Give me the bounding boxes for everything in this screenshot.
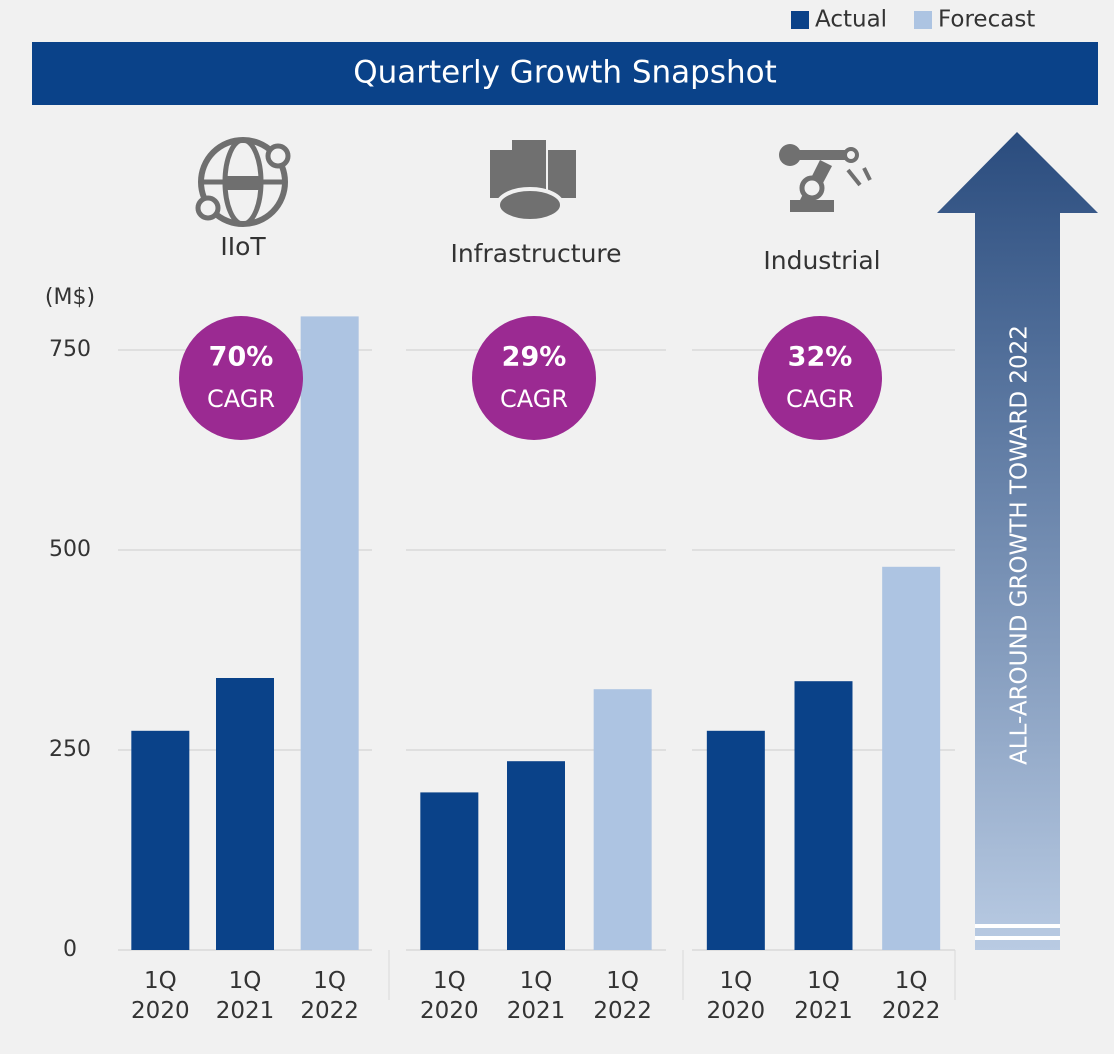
legend-label: Actual <box>815 7 887 33</box>
growth-arrow <box>937 132 1098 950</box>
x-tick-label: 1Q 2022 <box>881 968 941 1024</box>
panel-title: Industrial <box>763 246 880 275</box>
cagr-label: CAGR <box>500 385 568 413</box>
cagr-value: 32% <box>788 342 853 373</box>
x-tick-label: 1Q 2022 <box>593 968 652 1024</box>
cagr-label: CAGR <box>786 385 854 413</box>
iiot-icon <box>195 137 291 227</box>
x-tick-label: 1Q 2021 <box>794 968 853 1024</box>
x-tick-label: 1Q 2022 <box>300 968 359 1024</box>
y-tick-label: 0 <box>63 937 77 962</box>
cagr-value: 70% <box>209 342 274 373</box>
industrial-icon <box>779 144 872 212</box>
chart-title: Quarterly Growth Snapshot <box>353 55 777 91</box>
y-tick-label: 750 <box>49 337 91 362</box>
arrow-stripe <box>975 936 1060 940</box>
legend-label: Forecast <box>938 7 1035 33</box>
title-banner <box>32 42 1098 105</box>
cagr-badge <box>758 316 882 440</box>
cagr-badge <box>472 316 596 440</box>
y-tick-label: 500 <box>49 537 91 562</box>
y-tick-label: 250 <box>49 737 91 762</box>
arrow-stripe <box>975 924 1060 928</box>
bar <box>216 678 274 950</box>
cagr-label: CAGR <box>207 385 275 413</box>
legend-swatch <box>791 11 809 29</box>
bar <box>593 689 652 950</box>
bar <box>300 316 359 950</box>
cagr-badge <box>179 316 303 440</box>
x-tick-label: 1Q 2021 <box>506 968 566 1024</box>
bar <box>882 566 941 950</box>
x-tick-label: 1Q 2020 <box>420 968 479 1024</box>
bar <box>420 792 479 950</box>
legend-swatch <box>914 11 932 29</box>
bar <box>507 761 565 950</box>
bar <box>706 730 765 950</box>
cagr-value: 29% <box>502 342 567 373</box>
bar <box>794 681 853 950</box>
x-tick-label: 1Q 2020 <box>706 968 766 1024</box>
x-tick-label: 1Q 2020 <box>131 968 190 1024</box>
x-tick-label: 1Q 2021 <box>215 968 275 1024</box>
arrow-text: ALL-AROUND GROWTH TOWARD 2022 <box>1007 325 1033 765</box>
panel-title: Infrastructure <box>450 239 621 268</box>
panel-title: IIoT <box>220 232 266 261</box>
y-axis-label: (M$) <box>45 285 95 310</box>
bar <box>131 730 190 950</box>
infrastructure-icon <box>490 140 576 223</box>
